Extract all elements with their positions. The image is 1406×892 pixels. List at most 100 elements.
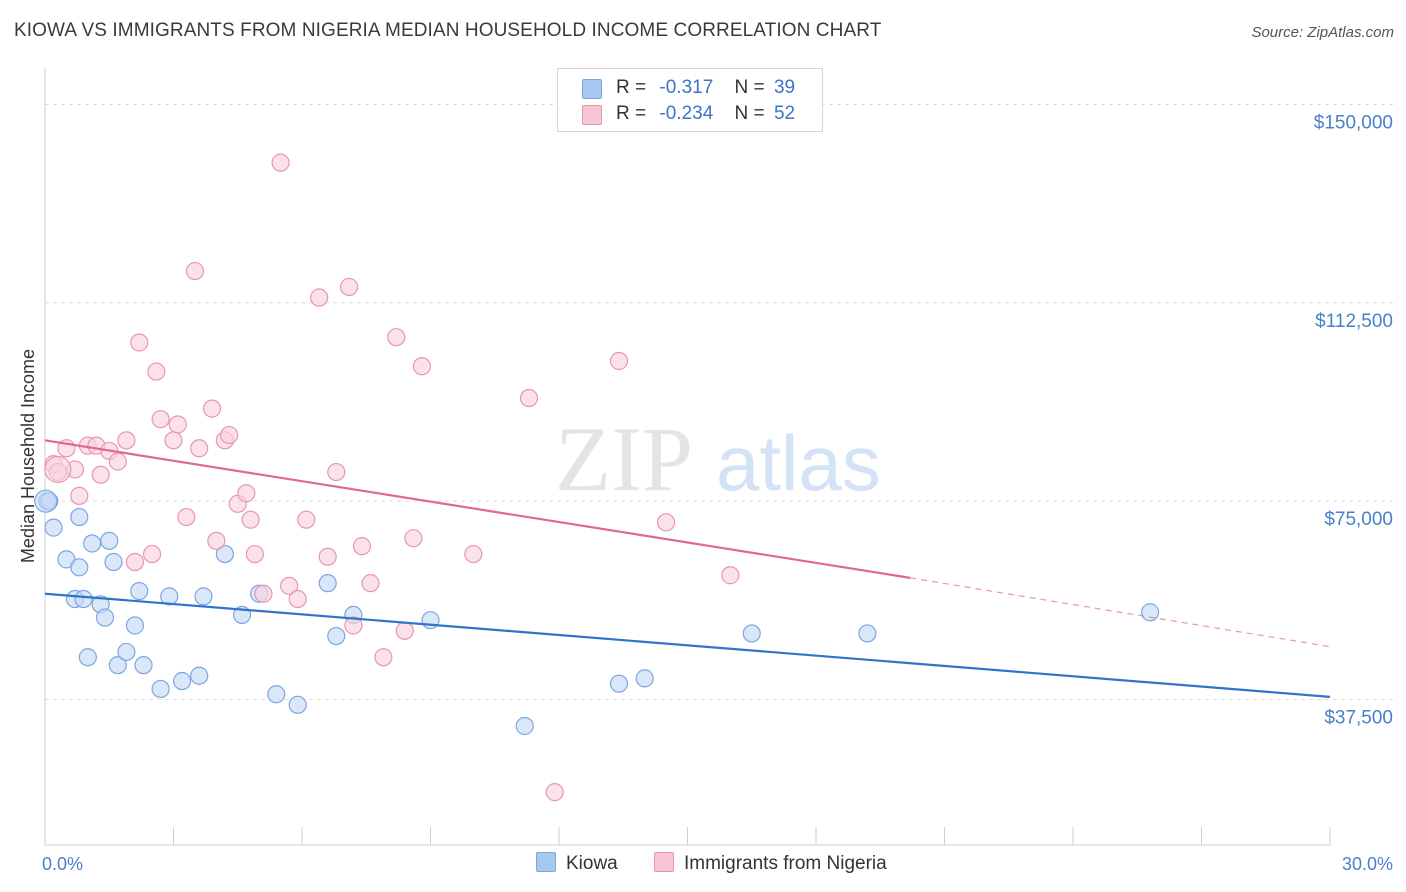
nigeria-point: [241, 510, 260, 529]
x-tick-label-min: 0.0%: [42, 854, 83, 874]
y-tick-label: $112,500: [1315, 311, 1393, 332]
nigeria-point: [190, 439, 209, 458]
kiowa-point: [172, 671, 192, 691]
trend-lines: [44, 439, 1331, 698]
source-note: Source: ZipAtlas.com: [1251, 24, 1394, 41]
nigeria-point: [220, 425, 239, 445]
kiowa-point: [95, 608, 115, 627]
nigeria-point: [44, 455, 72, 484]
nigeria-point: [271, 153, 290, 172]
nigeria-point: [254, 584, 273, 603]
nigeria-point: [340, 277, 359, 297]
nigeria-trend-line: [44, 439, 911, 579]
kiowa-point: [194, 587, 213, 606]
nigeria-point: [464, 544, 483, 564]
nigeria-point: [404, 529, 423, 548]
bottom-legend-label-nigeria: Immigrants from Nigeria: [684, 853, 887, 874]
watermark: ZIP atlas: [555, 408, 881, 510]
kiowa-point: [742, 624, 761, 643]
nigeria-point: [656, 513, 676, 532]
axis-labels: $37,500 $75,000 $112,500 $150,000 0.0% 30.0% M…: [18, 112, 1393, 874]
nigeria-point: [168, 415, 187, 434]
nigeria-point: [310, 288, 329, 307]
nigeria-point: [117, 431, 136, 450]
nigeria-point: [318, 547, 337, 566]
nigeria-point: [721, 566, 740, 585]
kiowa-point: [34, 489, 58, 513]
kiowa-point: [134, 656, 153, 675]
legend-n-label: N =: [734, 103, 765, 124]
nigeria-point: [91, 465, 110, 484]
correlation-legend: R = -0.317 N = 39 R = -0.234 N = 52: [557, 68, 823, 132]
nigeria-point: [130, 333, 149, 352]
bottom-legend-swatch-kiowa: [536, 852, 556, 872]
kiowa-point: [190, 666, 209, 685]
kiowa-point: [100, 531, 119, 550]
watermark-zip: ZIP: [555, 408, 693, 510]
legend-swatch-kiowa: [582, 79, 602, 99]
y-axis-label: Median Household Income: [18, 349, 38, 563]
nigeria-point: [352, 537, 372, 556]
nigeria-point: [361, 574, 380, 593]
bottom-legend-swatch-nigeria: [654, 852, 674, 872]
kiowa-point: [515, 716, 534, 736]
nigeria-point: [387, 328, 406, 347]
kiowa-point: [151, 679, 170, 699]
legend-n-value: 39: [773, 77, 796, 98]
nigeria-point: [327, 462, 346, 482]
kiowa-point: [70, 558, 89, 577]
nigeria-point: [142, 544, 162, 564]
nigeria-point: [207, 531, 226, 550]
legend-swatch-nigeria: [582, 105, 602, 125]
kiowa-point: [104, 552, 123, 572]
nigeria-point: [108, 452, 127, 471]
legend-r-label: R =: [616, 103, 647, 124]
legend-n-label: N =: [734, 77, 765, 98]
bottom-legend-nigeria: Immigrants from Nigeria: [654, 852, 887, 875]
nigeria-point: [395, 621, 414, 640]
kiowa-point: [635, 669, 654, 688]
kiowa-trend-line: [44, 592, 1331, 698]
kiowa-point: [327, 626, 346, 646]
kiowa-point: [215, 544, 234, 564]
kiowa-point: [74, 589, 93, 609]
bottom-legend-label-kiowa: Kiowa: [566, 853, 618, 874]
x-tick-label-max: 30.0%: [1342, 854, 1393, 874]
nigeria-point: [545, 783, 564, 802]
nigeria-point: [151, 410, 170, 429]
kiowa-point: [1140, 603, 1160, 622]
nigeria-point: [374, 648, 393, 667]
kiowa-point: [117, 642, 136, 662]
nigeria-point: [177, 507, 196, 527]
y-tick-label: $37,500: [1324, 708, 1393, 729]
kiowa-point: [318, 574, 337, 593]
nigeria-point: [245, 544, 264, 564]
nigeria-point: [519, 388, 539, 408]
legend-r-label: R =: [616, 77, 647, 98]
nigeria-point: [280, 576, 299, 595]
axes: [44, 68, 1331, 846]
nigeria-point: [609, 351, 629, 371]
legend-n-value: 52: [773, 103, 796, 124]
watermark-atlas: atlas: [716, 419, 881, 507]
kiowa-point: [160, 587, 179, 606]
bottom-legend-kiowa: Kiowa: [536, 852, 618, 875]
kiowa-point: [70, 507, 89, 527]
legend-r-value: -0.317: [659, 77, 714, 98]
nigeria-point: [70, 486, 89, 505]
kiowa-point: [267, 685, 286, 704]
chart-title: KIOWA VS IMMIGRANTS FROM NIGERIA MEDIAN …: [14, 20, 882, 41]
nigeria-trend-extension: [910, 577, 1331, 648]
nigeria-point: [297, 510, 316, 529]
kiowa-point: [130, 581, 149, 601]
kiowa-point: [288, 695, 307, 714]
nigeria-point: [185, 261, 205, 281]
kiowa-point: [125, 616, 145, 635]
y-tick-label: $75,000: [1324, 509, 1393, 530]
kiowa-point: [83, 534, 102, 553]
nigeria-point: [164, 431, 183, 450]
nigeria-point: [125, 552, 145, 572]
nigeria-point: [344, 616, 363, 635]
legend-r-value: -0.234: [659, 103, 714, 124]
